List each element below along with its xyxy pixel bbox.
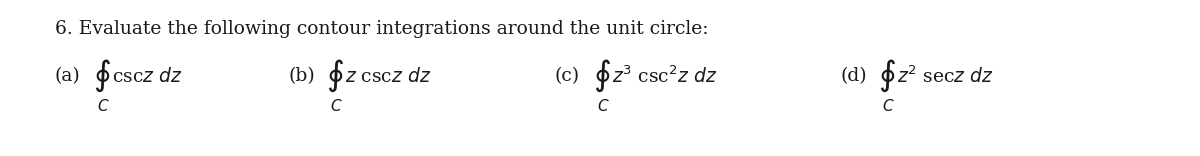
- Text: $C$: $C$: [330, 98, 342, 114]
- Text: (b): (b): [288, 67, 314, 85]
- Text: $C$: $C$: [598, 98, 610, 114]
- Text: $C$: $C$: [97, 98, 109, 114]
- Text: (d): (d): [840, 67, 866, 85]
- Text: (c): (c): [554, 67, 580, 85]
- Text: (a): (a): [55, 67, 80, 85]
- Text: $C$: $C$: [882, 98, 894, 114]
- Text: $\oint$: $\oint$: [94, 58, 110, 94]
- Text: $z^3$ csc$^2 z$ $dz$: $z^3$ csc$^2 z$ $dz$: [612, 65, 718, 87]
- Text: csc$z$ $dz$: csc$z$ $dz$: [112, 66, 182, 85]
- Text: $\oint$: $\oint$: [326, 58, 344, 94]
- Text: $z$ csc$z$ $dz$: $z$ csc$z$ $dz$: [346, 66, 431, 85]
- Text: $\oint$: $\oint$: [878, 58, 896, 94]
- Text: $z^2$ sec$z$ $dz$: $z^2$ sec$z$ $dz$: [898, 65, 994, 87]
- Text: $\oint$: $\oint$: [593, 58, 611, 94]
- Text: 6. Evaluate the following contour integrations around the unit circle:: 6. Evaluate the following contour integr…: [55, 20, 708, 38]
